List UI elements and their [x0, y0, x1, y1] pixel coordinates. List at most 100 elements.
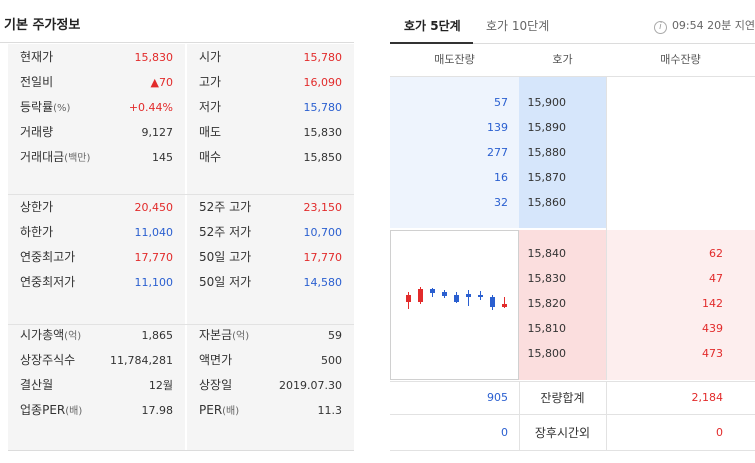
mini-candle-chart	[390, 230, 519, 380]
info-row: 상한가 20,450 52주 고가 23,150	[0, 195, 354, 220]
info-label: 하한가	[20, 225, 54, 239]
ask-price[interactable]: 15,880	[527, 146, 567, 159]
bid-price-area	[519, 230, 606, 380]
info-value: 59	[328, 329, 342, 342]
candle-body	[442, 292, 447, 296]
divider	[473, 43, 755, 44]
candle-body	[406, 295, 411, 302]
info-value: 15,830	[303, 126, 343, 139]
info-row: 업종PER(배) 17.98 PER(배) 11.3	[0, 398, 354, 423]
candle-body	[502, 304, 507, 307]
info-value: 15,830	[134, 51, 174, 64]
ask-price[interactable]: 15,890	[527, 121, 567, 134]
info-row: 연중최저가 11,100 50일 저가 14,580	[0, 270, 354, 295]
column-bg-left	[8, 44, 185, 450]
info-row: 거래량 9,127 매도 15,830	[0, 120, 354, 145]
info-label: 시가	[199, 50, 222, 64]
tab-5-levels[interactable]: 호가 5단계	[404, 19, 461, 33]
info-label: 50일 저가	[199, 275, 252, 289]
info-value: 11,784,281	[110, 354, 173, 367]
active-tab-indicator	[390, 42, 473, 44]
info-value: +0.44%	[128, 101, 173, 114]
info-value: 145	[152, 151, 173, 164]
info-label: 상장주식수	[20, 353, 76, 367]
ask-qty: 57	[494, 96, 508, 109]
bid-qty: 47	[709, 272, 723, 285]
bid-price[interactable]: 15,800	[527, 347, 567, 360]
summary-label: 장후시간외	[534, 426, 591, 440]
info-value: 16,090	[303, 76, 343, 89]
info-value: 15,780	[303, 101, 343, 114]
bid-qty-area	[606, 230, 755, 380]
info-value: ▲70	[150, 76, 173, 89]
info-value: 2019.07.30	[279, 379, 342, 392]
divider	[8, 450, 354, 451]
summary-bid: 0	[716, 426, 723, 439]
info-value: 1,865	[141, 329, 174, 342]
ask-qty: 32	[494, 196, 508, 209]
ask-price[interactable]: 15,860	[527, 196, 567, 209]
bid-qty: 473	[702, 347, 723, 360]
bid-qty: 62	[709, 247, 723, 260]
info-label: 50일 고가	[199, 250, 252, 264]
ask-qty: 277	[487, 146, 508, 159]
info-value: 17,770	[134, 251, 174, 264]
info-label: 시가총액(억)	[20, 328, 82, 342]
orderbook-panel: 호가 5단계 호가 10단계 i 09:54 20분 지연 매도잔량 호가 매수잔…	[390, 0, 755, 463]
column-bg-right	[187, 44, 354, 450]
candle-body	[478, 295, 483, 297]
ask-price-area	[519, 77, 606, 228]
info-icon[interactable]: i	[653, 21, 667, 34]
candle-body	[466, 294, 471, 297]
info-unit: (억)	[232, 331, 250, 342]
info-label: 고가	[199, 75, 222, 89]
info-value: 17,770	[303, 251, 343, 264]
info-unit: (억)	[64, 331, 82, 342]
summary-bid: 2,184	[691, 391, 724, 404]
ask-price[interactable]: 15,900	[527, 96, 567, 109]
info-row: 상장주식수 11,784,281 액면가 500	[0, 348, 354, 373]
column-divider	[519, 381, 520, 451]
bid-price[interactable]: 15,810	[527, 322, 567, 335]
section-divider	[8, 324, 354, 325]
info-label: 상장일	[199, 378, 233, 392]
candle-body	[430, 289, 435, 293]
info-label: 자본금(억)	[199, 328, 250, 342]
info-label: 매도	[199, 125, 222, 139]
column-divider	[606, 77, 607, 380]
candle-body	[418, 289, 423, 302]
info-label: 현재가	[20, 50, 54, 64]
bid-price[interactable]: 15,820	[527, 297, 567, 310]
info-row: 하한가 11,040 52주 저가 10,700	[0, 220, 354, 245]
divider	[390, 76, 755, 77]
info-row: 시가총액(억) 1,865 자본금(억) 59	[0, 323, 354, 348]
info-value: 10,700	[303, 226, 343, 239]
info-value: 12월	[148, 379, 173, 392]
ask-qty: 16	[494, 171, 508, 184]
header-bid-qty: 매수잔량	[660, 53, 701, 66]
info-value: 11.3	[317, 404, 343, 417]
bid-qty: 142	[702, 297, 723, 310]
panel-title: 기본 주가정보	[4, 18, 81, 33]
info-value: 15,780	[303, 51, 343, 64]
info-label: 결산월	[20, 378, 54, 392]
info-row: 현재가 15,830 시가 15,780	[0, 45, 354, 70]
ask-price[interactable]: 15,870	[527, 171, 567, 184]
info-value: 14,580	[303, 276, 343, 289]
info-label: 거래량	[20, 125, 54, 139]
tab-10-levels[interactable]: 호가 10단계	[486, 19, 550, 33]
ask-qty: 139	[487, 121, 508, 134]
bid-price[interactable]: 15,840	[527, 247, 567, 260]
info-unit: (%)	[53, 103, 71, 114]
info-label: PER(배)	[199, 403, 240, 417]
info-row: 등락률(%) +0.44% 저가 15,780	[0, 95, 354, 120]
info-label: 업종PER(배)	[20, 403, 83, 417]
info-label: 등락률(%)	[20, 100, 71, 114]
delay-notice: i 09:54 20분 지연	[653, 17, 755, 34]
divider	[0, 42, 354, 43]
info-label: 거래대금(백만)	[20, 150, 91, 164]
summary-ask: 905	[487, 391, 508, 404]
bid-price[interactable]: 15,830	[527, 272, 567, 285]
info-value: 20,450	[134, 201, 174, 214]
basic-stock-info-panel: 기본 주가정보 현재가 15,830 시가 15,780 전일비 ▲70 고가 16,090 등…	[0, 0, 354, 463]
